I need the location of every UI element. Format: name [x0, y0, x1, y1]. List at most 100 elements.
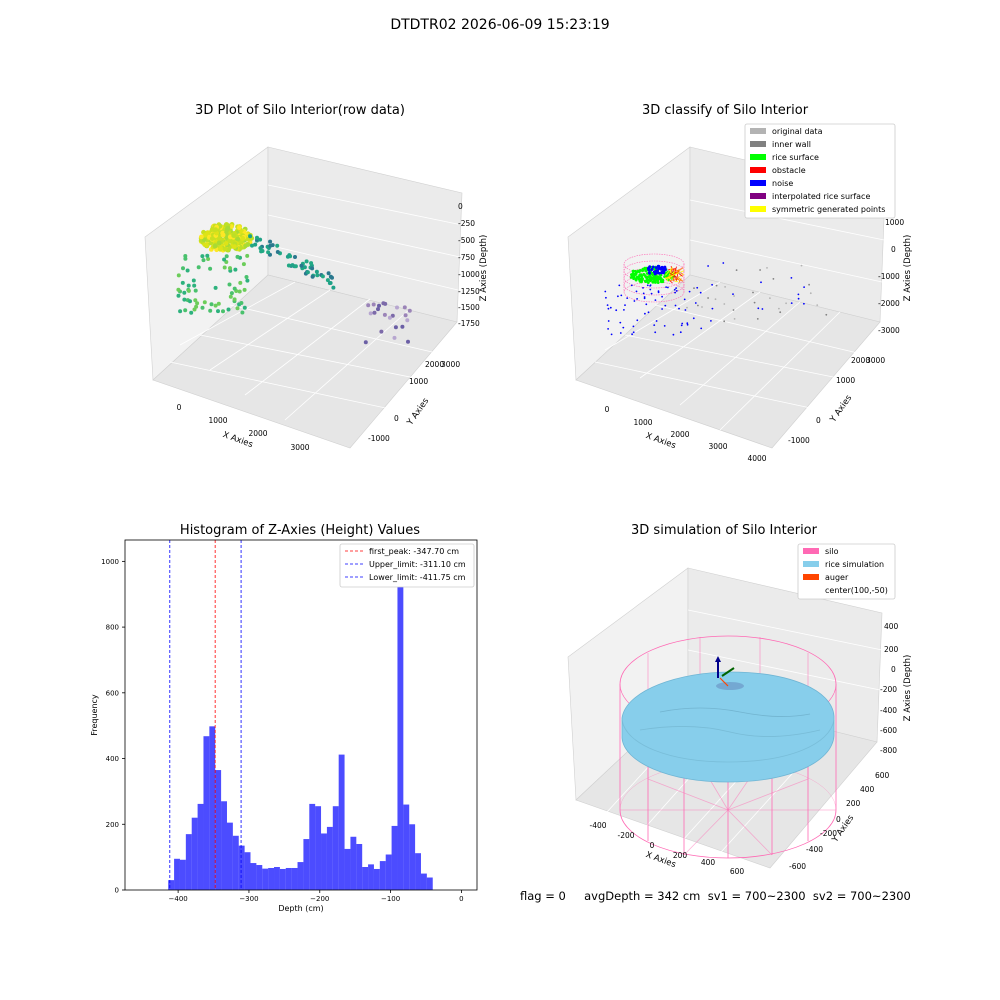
rice-surface-point: [659, 280, 663, 284]
noise-point: [652, 270, 656, 274]
data-point: [206, 235, 212, 240]
data-point: [233, 267, 238, 272]
data-point: [237, 227, 243, 233]
rice-surface-point: [649, 275, 652, 279]
rice-surface-point: [648, 278, 651, 282]
original-data-point: [766, 267, 768, 269]
rice-surface-point: [630, 273, 634, 276]
data-point: [206, 235, 212, 241]
classify-3d-plot: 0 1000 2000 3000 4000 X Axies -1000 0 10…: [567, 123, 913, 463]
z-tick: -500: [458, 236, 475, 245]
data-point: [235, 241, 241, 247]
raw-data-3d-plot: 0 1000 2000 3000 X Axies -1000 0 1000 20…: [144, 146, 489, 452]
z-tick: 1000: [885, 218, 904, 227]
data-point: [259, 249, 264, 254]
obstacle-mark: [674, 273, 685, 281]
y-tick: 3000: [441, 360, 460, 369]
data-point: [268, 239, 273, 244]
original-data-point: [809, 292, 812, 295]
data-point: [240, 233, 246, 239]
data-point: [235, 236, 241, 242]
noise-point: [632, 325, 635, 328]
data-point: [331, 285, 336, 290]
rice-surface-point: [658, 272, 662, 275]
data-point: [368, 311, 373, 316]
histogram-bar: [174, 858, 180, 890]
rice-surface-point: [671, 271, 675, 275]
data-point: [292, 264, 297, 269]
data-point: [233, 232, 238, 238]
data-point: [216, 309, 220, 314]
noise-point: [606, 304, 609, 306]
data-point: [219, 232, 225, 238]
rice-surface-point: [633, 272, 637, 276]
data-point: [320, 274, 325, 279]
data-point: [222, 226, 228, 232]
noise-point: [642, 292, 645, 295]
rice-surface-point: [640, 275, 643, 278]
data-point: [311, 273, 316, 278]
noise-point: [615, 309, 618, 312]
rice-surface-point: [663, 275, 666, 279]
data-point: [405, 318, 410, 323]
data-point: [310, 266, 315, 271]
noise-point: [655, 320, 658, 322]
data-point: [217, 235, 223, 241]
original-data-point: [778, 307, 780, 310]
data-point: [224, 229, 230, 235]
data-point: [229, 222, 235, 227]
data-point: [309, 261, 314, 266]
data-point: [212, 232, 218, 238]
data-point: [213, 233, 219, 239]
data-point: [309, 263, 314, 268]
noise-point: [660, 270, 664, 274]
rice-surface-point: [632, 275, 636, 279]
data-point: [201, 229, 206, 235]
data-point: [236, 240, 242, 245]
data-point: [186, 288, 191, 293]
obstacle-mark: [674, 266, 677, 272]
noise-point: [679, 331, 682, 334]
rice-surface-point: [659, 278, 663, 282]
data-point: [228, 227, 233, 233]
histogram-bar: [415, 853, 421, 890]
z-tick: -1000: [878, 272, 900, 281]
data-point: [244, 275, 249, 279]
rice-surface-point: [654, 281, 657, 284]
data-point: [216, 222, 222, 228]
data-point: [403, 313, 408, 318]
original-data-point: [752, 291, 754, 294]
data-point: [176, 287, 181, 292]
z-ticks: 400 200 0 -200 -400 -600 -800: [880, 622, 899, 755]
noise-point: [674, 304, 677, 307]
data-point: [223, 231, 229, 237]
data-point: [209, 228, 215, 234]
data-point: [186, 287, 191, 292]
histogram-bar: [203, 736, 210, 890]
obstacle-mark: [674, 267, 684, 275]
noise-point: [700, 327, 703, 330]
noise-point: [650, 268, 653, 272]
data-point: [193, 298, 198, 303]
data-point: [210, 244, 216, 250]
data-point: [275, 250, 280, 254]
rice-surface-point: [639, 273, 643, 277]
data-point: [407, 308, 412, 313]
data-point: [224, 242, 230, 248]
legend-label: Lower_limit: -411.75 cm: [369, 573, 466, 582]
data-point: [176, 273, 181, 278]
data-point: [242, 242, 247, 248]
data-point: [244, 234, 250, 240]
axes-panes: [144, 146, 463, 449]
data-point: [240, 229, 246, 235]
data-point: [266, 250, 271, 255]
data-point: [226, 230, 232, 236]
noise-point: [654, 331, 657, 334]
data-point: [188, 299, 192, 304]
rice-surface-point: [659, 277, 663, 280]
y-tick-label: 600: [106, 689, 119, 697]
data-point: [244, 234, 250, 240]
noise-point: [647, 266, 650, 270]
data-point: [226, 247, 231, 253]
rice-surface-point: [634, 278, 638, 282]
